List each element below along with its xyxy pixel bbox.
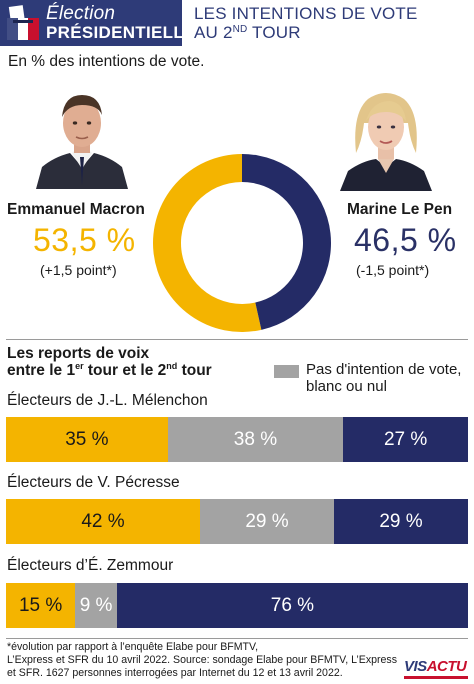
- visactu-logo: VISACTU: [404, 658, 467, 675]
- page-title: LES INTENTIONS DE VOTE AU 2ND TOUR: [194, 4, 418, 42]
- donut-slice-macron: [153, 154, 262, 332]
- legend-swatch-abstention: [274, 365, 299, 378]
- stacked-bar: 42 % 29 % 29 %: [6, 499, 468, 544]
- bar-value-label: 29 %: [245, 510, 289, 532]
- source-footnote: *évolution par rapport à l’enquête Elabe…: [7, 641, 397, 680]
- bar-segment-yes-share: 42 %: [6, 499, 201, 544]
- bar-value-label: 29 %: [379, 510, 423, 532]
- title-line-1: LES INTENTIONS DE VOTE: [194, 4, 418, 23]
- reports-title-part: entre le 1: [7, 362, 76, 379]
- bar-category-label: Électeurs de J.-L. Mélenchon: [7, 392, 208, 409]
- stacked-bar: 35 % 38 % 27 %: [6, 417, 468, 462]
- bar-value-label: 15 %: [18, 594, 63, 616]
- lepen-percentage: 46,5 %: [354, 222, 457, 258]
- brand-line-presidentielle: PRÉSIDENTIELLE: [46, 23, 196, 42]
- reports-title-sup: nd: [166, 361, 178, 371]
- reports-title-line-1: Les reports de voix: [7, 345, 150, 362]
- donut-slice-lepen: [242, 154, 331, 330]
- ballot-box-icon: [7, 5, 39, 40]
- bar-value-label: 27 %: [383, 428, 428, 450]
- bar-segment-no-share: 27 %: [343, 417, 468, 462]
- bar-value-label: 38 %: [233, 428, 278, 450]
- bar-segment-no-share: 29 %: [334, 499, 468, 544]
- stacked-bar: 15 % 9 % 76 %: [6, 583, 468, 628]
- reports-title-part: tour et le 2: [83, 362, 167, 379]
- bar-segment-abstention-share: 38 %: [167, 417, 344, 462]
- divider: [6, 638, 468, 639]
- reports-title: Les reports de voix entre le 1er tour et…: [7, 345, 212, 379]
- bar-segment-yes-share: 15 %: [6, 583, 76, 628]
- header: Élection PRÉSIDENTIELLE LES INTENTIONS D…: [0, 0, 474, 46]
- title-line-2: AU 2ND TOUR: [194, 23, 418, 42]
- bar-segment-yes-share: 35 %: [6, 417, 168, 462]
- title-sup: ND: [232, 24, 248, 35]
- bar-segment-no-share: 76 %: [116, 583, 468, 628]
- macron-portrait: [34, 81, 130, 189]
- bar-category-label: Électeurs de V. Pécresse: [7, 474, 180, 491]
- macron-percentage: 53,5 %: [33, 222, 136, 258]
- header-brand: Élection PRÉSIDENTIELLE: [0, 0, 195, 46]
- logo-part: VIS: [404, 658, 427, 675]
- bar-segment-abstention-share: 29 %: [200, 499, 334, 544]
- legend-line-2: blanc ou nul: [306, 378, 387, 395]
- bar-value-label: 42 %: [81, 510, 125, 532]
- lepen-portrait: [338, 83, 434, 191]
- reports-title-part: tour: [177, 362, 212, 379]
- bar-value-label: 9 %: [79, 594, 113, 616]
- macron-name: Emmanuel Macron: [7, 201, 145, 218]
- bar-value-label: 35 %: [65, 428, 109, 450]
- title-part: TOUR: [247, 23, 301, 42]
- logo-underline: [404, 676, 468, 679]
- reports-title-line-2: entre le 1er tour et le 2nd tour: [7, 361, 212, 380]
- lepen-evolution: (-1,5 point*): [356, 262, 430, 278]
- divider: [6, 339, 468, 340]
- footnote-line-3: et SFR. 1627 personnes interrogées par I…: [7, 667, 343, 679]
- chart-subtitle: En % des intentions de vote.: [8, 53, 205, 70]
- legend-line-1: Pas d'intention de vote,: [306, 361, 462, 378]
- lepen-name: Marine Le Pen: [347, 201, 453, 218]
- brand-line-election: Élection: [46, 3, 116, 24]
- bar-category-label: Électeurs d’É. Zemmour: [7, 557, 174, 574]
- macron-evolution: (+1,5 point*): [40, 262, 117, 278]
- title-part: AU 2: [194, 23, 233, 42]
- footnote-line-1: *évolution par rapport à l’enquête Elabe…: [7, 641, 259, 653]
- bar-segment-abstention-share: 9 %: [75, 583, 117, 628]
- bar-value-label: 76 %: [270, 594, 315, 616]
- footnote-line-2: L’Express et SFR du 10 avril 2022. Sourc…: [7, 654, 398, 666]
- logo-part: ACTU: [426, 658, 467, 675]
- legend-abstention: Pas d'intention de vote, blanc ou nul: [306, 361, 461, 395]
- vote-intention-donut: [153, 154, 331, 332]
- reports-title-sup: er: [75, 361, 84, 371]
